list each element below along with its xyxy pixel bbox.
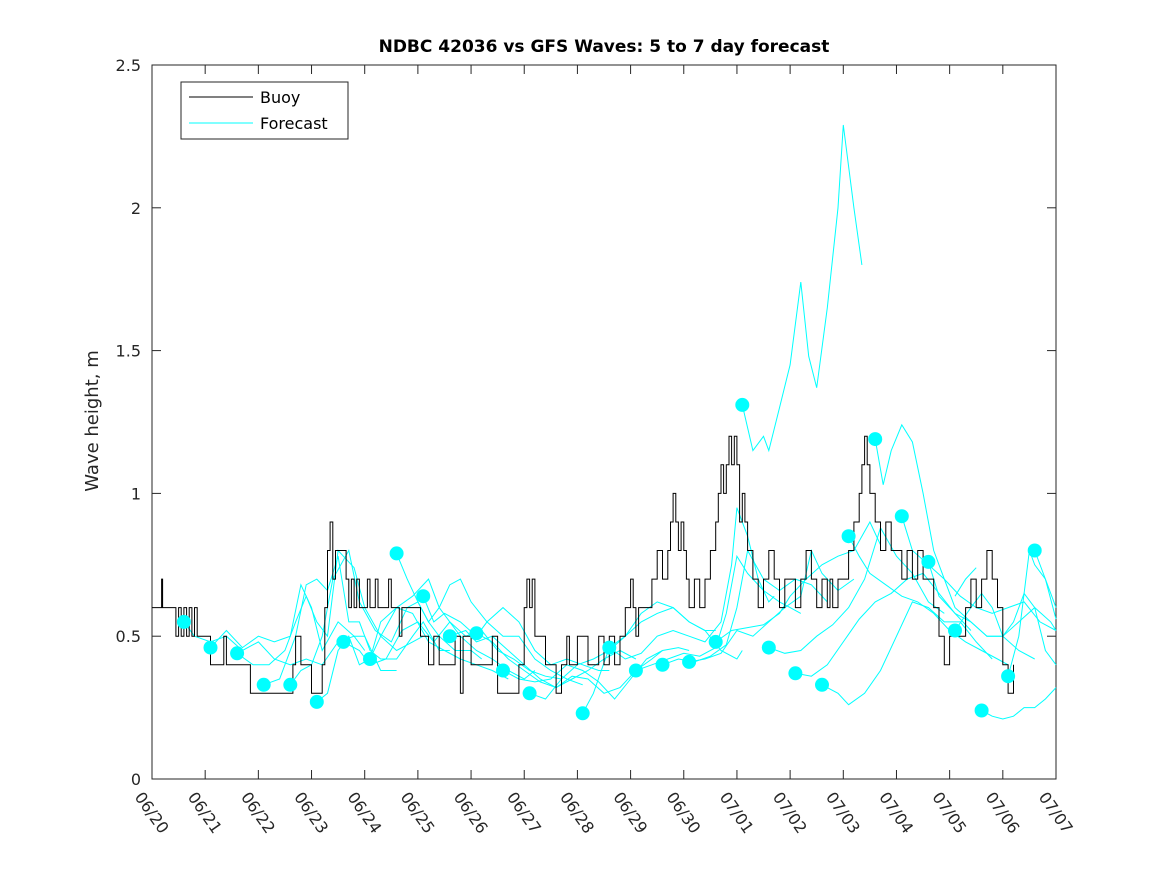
forecast-marker-22 — [788, 666, 803, 681]
x-tick-label-0: 06/20 — [131, 788, 173, 837]
y-axis-ticks: 0 0.5 1 1.5 2 2.5 — [116, 56, 1056, 789]
forecast-marker-19 — [708, 634, 723, 649]
forecast-marker-25 — [868, 432, 883, 447]
x-tick-label-7: 06/27 — [503, 788, 545, 837]
forecast-line-8 — [396, 553, 583, 686]
forecast-line-2 — [236, 549, 424, 666]
forecast-line-32 — [1034, 550, 1057, 620]
forecast-marker-12 — [496, 663, 510, 678]
forecast-line-21 — [768, 526, 945, 654]
legend-forecast-label: Forecast — [260, 114, 328, 133]
chart-title: NDBC 42036 vs GFS Waves: 5 to 7 day fore… — [379, 37, 830, 57]
forecast-marker-7 — [363, 652, 377, 666]
legend: Buoy Forecast — [180, 81, 349, 140]
x-tick-label-3: 06/23 — [290, 788, 332, 837]
forecast-marker-16 — [628, 663, 643, 678]
plot-area: 06/20 06/21 06/22 06/23 06/24 06/25 06/26 06/27… — [116, 56, 1077, 837]
forecast-marker-26 — [894, 509, 909, 524]
x-tick-label-10: 06/30 — [662, 788, 704, 837]
forecast-marker-9 — [416, 589, 431, 604]
forecast-marker-6 — [336, 634, 351, 649]
forecast-marker-10 — [442, 629, 457, 644]
forecast-marker-0 — [176, 614, 191, 629]
axes-box — [151, 64, 1057, 780]
forecast-line-22 — [795, 572, 972, 677]
x-tick-label-13: 07/03 — [822, 788, 864, 837]
x-tick-label-12: 07/02 — [769, 788, 811, 837]
forecast-marker-13 — [522, 686, 537, 701]
forecast-marker-27 — [921, 554, 936, 569]
x-tick-label-1: 06/21 — [184, 788, 226, 837]
forecast-line-30 — [954, 567, 977, 597]
forecast-line-19 — [715, 520, 881, 643]
forecast-marker-23 — [815, 677, 829, 692]
x-tick-label-9: 06/29 — [609, 788, 651, 837]
x-tick-label-4: 06/24 — [343, 788, 385, 837]
forecast-line-15 — [609, 507, 775, 660]
forecast-marker-24 — [841, 529, 856, 544]
forecast-marker-2 — [230, 646, 245, 661]
forecast-marker-17 — [655, 657, 670, 672]
forecast-marker-31 — [1027, 543, 1042, 558]
forecast-line-27 — [927, 561, 1057, 637]
x-tick-label-14: 07/04 — [875, 788, 917, 837]
x-tick-label-11: 07/01 — [716, 788, 758, 837]
y-tick-label-4: 2 — [131, 199, 141, 218]
x-tick-label-8: 06/28 — [556, 788, 598, 837]
forecast-line-12 — [502, 647, 690, 700]
y-tick-label-2: 1 — [131, 484, 141, 503]
forecast-marker-11 — [469, 626, 484, 641]
forecast-marker-8 — [389, 546, 404, 561]
forecast-marker-18 — [682, 654, 697, 669]
x-tick-label-2: 06/22 — [237, 788, 279, 837]
forecast-marker-3 — [256, 677, 271, 692]
forecast-line-24 — [848, 535, 1009, 666]
x-tick-label-6: 06/26 — [450, 788, 492, 837]
forecast-marker-29 — [974, 703, 989, 718]
legend-buoy-label: Buoy — [260, 88, 300, 107]
forecast-line-20 — [741, 124, 863, 453]
forecast-marker-21 — [761, 640, 776, 655]
forecast-marker-14 — [575, 706, 590, 721]
forecast-marker-28 — [948, 623, 962, 638]
x-tick-label-5: 06/25 — [397, 788, 439, 837]
x-tick-label-16: 07/06 — [982, 788, 1024, 837]
forecast-marker-4 — [283, 677, 298, 692]
forecast-line-4 — [289, 549, 483, 686]
y-axis-label: Wave height, m — [82, 350, 103, 491]
buoy-line — [152, 435, 1014, 694]
buoy-line-group — [152, 435, 1014, 694]
y-tick-label-3: 1.5 — [116, 342, 141, 361]
forecast-line-23 — [821, 601, 993, 706]
y-tick-label-1: 0.5 — [116, 627, 141, 646]
forecast-line-14 — [582, 601, 743, 714]
legend-box — [180, 81, 349, 140]
x-tick-label-15: 07/05 — [928, 788, 970, 837]
forecast-line-29 — [981, 687, 1057, 720]
forecast-line-7 — [369, 578, 562, 680]
y-tick-label-0: 0 — [131, 770, 141, 789]
forecast-marker-30 — [1001, 669, 1016, 684]
y-tick-label-5: 2.5 — [116, 56, 141, 75]
forecast-marker-15 — [602, 640, 617, 655]
forecast-marker-1 — [203, 640, 218, 655]
forecast-markers — [176, 397, 1042, 721]
forecast-marker-20 — [735, 397, 750, 412]
forecast-marker-5 — [309, 694, 324, 709]
x-tick-label-17: 07/07 — [1035, 788, 1077, 837]
forecast-line-3 — [263, 556, 450, 686]
